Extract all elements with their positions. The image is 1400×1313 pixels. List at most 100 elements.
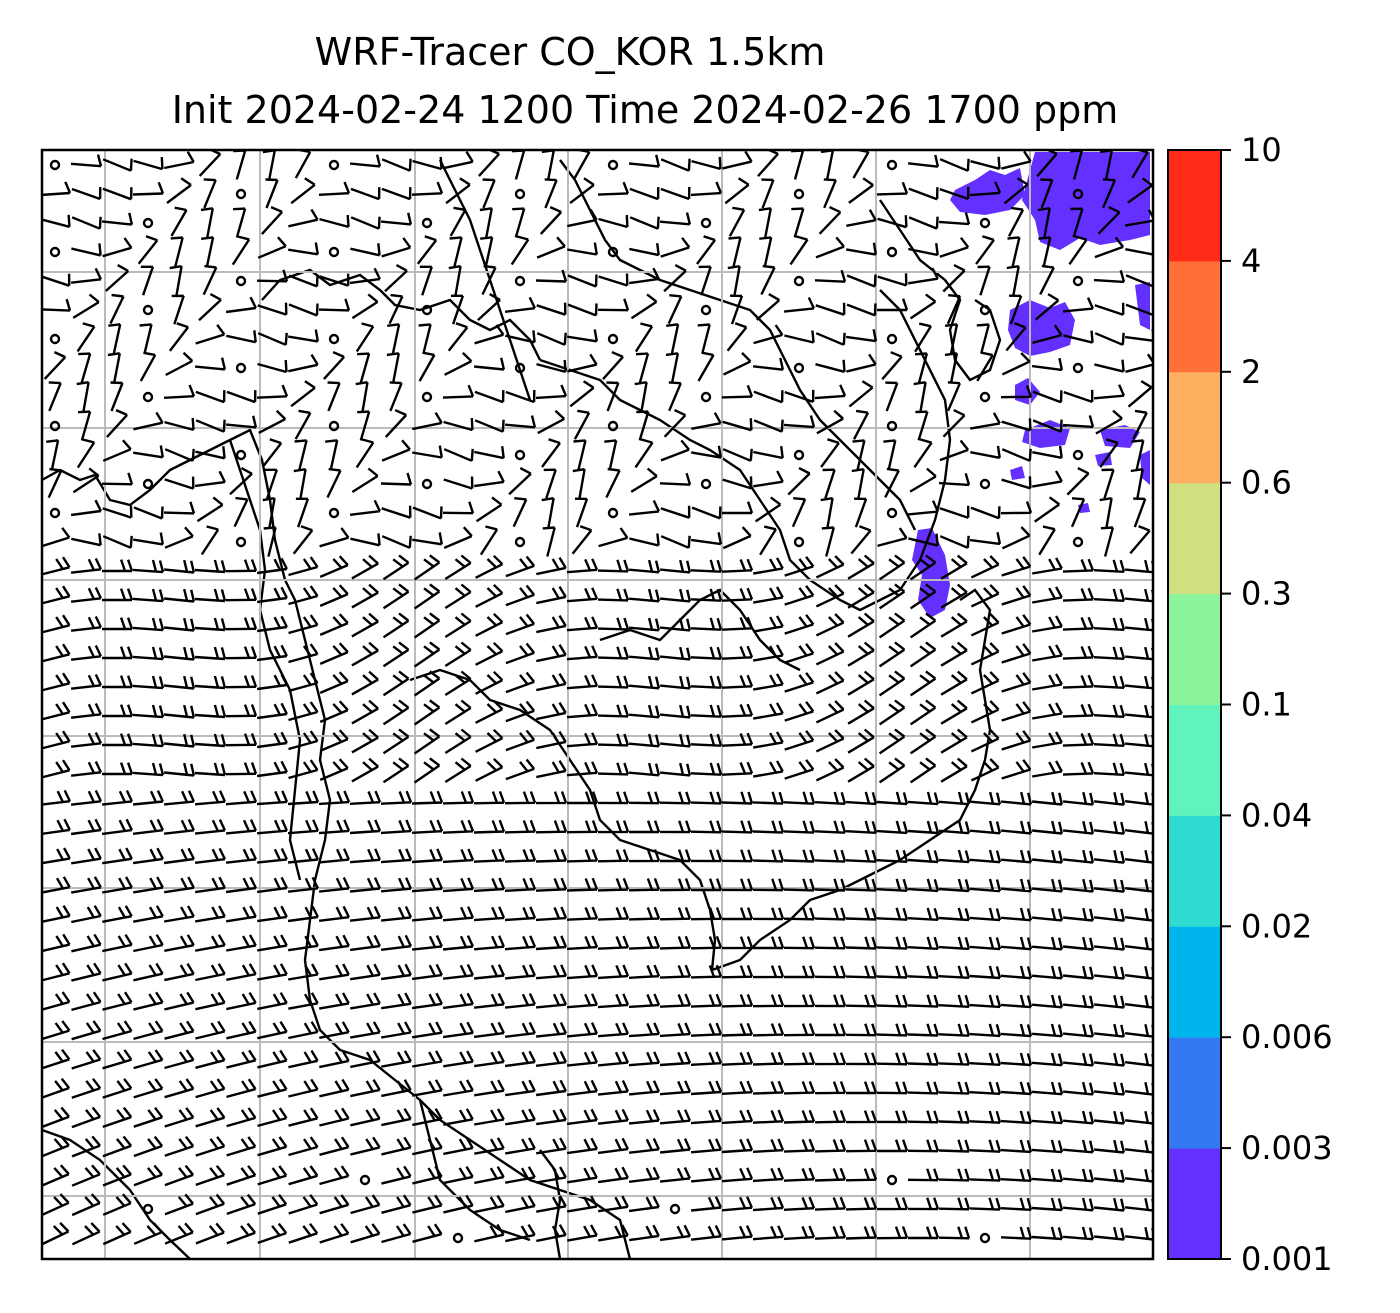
wind-barb <box>504 964 536 980</box>
wind-barb <box>752 878 785 892</box>
wind-barb <box>226 963 257 981</box>
wind-barb <box>318 876 350 893</box>
wind-barb <box>659 878 692 892</box>
wind-barb <box>443 418 474 432</box>
wind-barb <box>761 178 775 209</box>
wind-barb <box>70 731 102 748</box>
wind-barb <box>262 497 276 529</box>
wind-barb <box>140 265 155 296</box>
wind-barb <box>567 993 598 1009</box>
wind-barb <box>597 298 630 312</box>
wind-barb <box>411 906 443 922</box>
wind-barb <box>1031 1226 1064 1241</box>
wind-barb <box>944 323 959 354</box>
wind-barb <box>659 704 692 719</box>
wind-barb <box>442 877 475 893</box>
wind-barb <box>876 936 909 950</box>
wind-barb <box>969 965 1002 980</box>
wind-barb <box>604 439 618 470</box>
wind-barb <box>288 274 319 288</box>
wind-barb <box>132 733 165 748</box>
wind-barb <box>225 559 258 573</box>
wind-barb <box>195 324 226 345</box>
wind-barb <box>102 237 133 258</box>
wind-barb <box>293 468 307 500</box>
wind-barb <box>442 935 474 951</box>
wind-barb <box>1031 1139 1064 1154</box>
wind-barb <box>1032 702 1063 720</box>
wind-barb <box>474 390 505 404</box>
wind-barb <box>536 1108 567 1126</box>
wind-barb <box>349 790 382 805</box>
wind-barb <box>845 936 878 950</box>
wind-barb <box>504 296 536 313</box>
wind-barb <box>939 186 970 201</box>
wind-barb <box>416 235 438 265</box>
wind-barb <box>690 617 723 631</box>
wind-barb <box>442 992 474 1010</box>
wind-barb <box>195 1107 226 1128</box>
wind-barb <box>784 389 815 404</box>
wind-barb <box>814 1109 847 1124</box>
wind-barb <box>504 877 537 892</box>
wind-barb <box>444 641 472 668</box>
coastline-segment <box>42 1128 191 1259</box>
wind-barb <box>349 267 381 285</box>
wind-barb <box>1000 1023 1033 1038</box>
wind-barb <box>1124 1197 1153 1212</box>
wind-barb <box>1062 878 1095 893</box>
wind-barb <box>418 323 432 354</box>
wind-barb <box>164 448 195 462</box>
wind-barb-calm <box>886 246 898 258</box>
wind-barb <box>690 646 723 660</box>
wind-barb <box>195 1136 226 1157</box>
wind-barb <box>691 412 722 430</box>
wind-barb <box>195 419 226 433</box>
wind-barb <box>605 467 621 499</box>
wind-barb <box>942 409 966 438</box>
wind-barb <box>72 293 100 319</box>
wind-barb <box>885 381 899 412</box>
wind-barb <box>535 1050 567 1067</box>
wind-barb <box>1001 476 1032 490</box>
wind-barb <box>791 497 807 528</box>
wind-barb <box>942 264 966 293</box>
wind-barb <box>1093 559 1126 573</box>
wind-barb <box>574 497 589 528</box>
wind-barb <box>1063 1226 1095 1241</box>
wind-barb-calm <box>700 304 712 316</box>
wind-barb <box>630 467 658 493</box>
wind-barb <box>784 643 815 664</box>
wind-barb <box>938 1139 971 1153</box>
wind-barb <box>535 906 568 922</box>
wind-barb <box>970 613 1000 637</box>
wind-barb <box>413 757 441 784</box>
wind-barb <box>42 701 71 721</box>
wind-barb <box>257 236 287 259</box>
wind-barb <box>847 757 875 783</box>
wind-barb <box>133 1164 163 1187</box>
wind-barb <box>722 907 754 921</box>
wind-barb <box>847 641 875 667</box>
wind-barb-calm <box>979 304 991 316</box>
wind-barb <box>659 1166 691 1183</box>
wind-barb <box>288 1222 319 1244</box>
wind-barb <box>789 235 809 266</box>
wind-barb <box>1093 878 1126 893</box>
coastline-segment <box>409 668 717 971</box>
wind-barb <box>164 151 195 170</box>
wind-barb <box>1000 501 1033 515</box>
wind-barb <box>1093 994 1126 1009</box>
wind-barb <box>659 1224 691 1242</box>
wind-barb <box>168 322 190 352</box>
wind-barb <box>351 612 379 638</box>
wind-barb <box>1000 1139 1033 1154</box>
wind-barb <box>721 1167 754 1183</box>
wind-barb-calm <box>421 217 433 229</box>
wind-barb <box>629 1224 660 1242</box>
wind-barb <box>164 1049 195 1070</box>
wind-barb <box>294 409 312 440</box>
wind-barb <box>852 409 870 440</box>
wind-barb <box>384 264 408 293</box>
wind-barb <box>72 467 100 494</box>
